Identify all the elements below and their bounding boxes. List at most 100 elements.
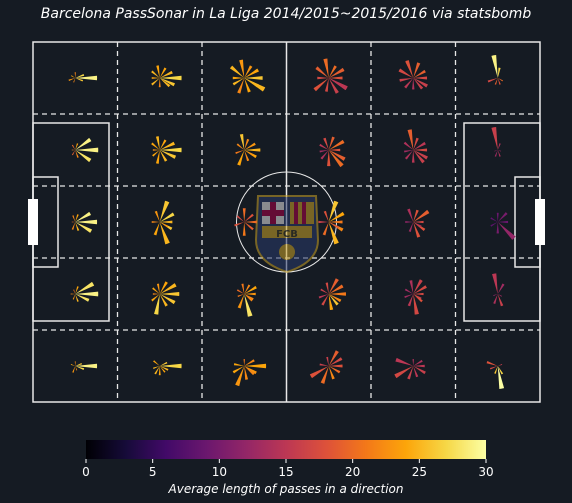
sonar-wedge <box>74 361 76 366</box>
sonar-wedge <box>315 66 329 78</box>
sonar-wedge <box>413 69 426 78</box>
sonar-wedge <box>154 210 160 222</box>
sonar-wedge <box>151 77 160 79</box>
sonar-wedge <box>72 215 76 222</box>
pass-sonar-c4-r1 <box>403 129 428 164</box>
sonar-wedge <box>497 78 501 85</box>
sonar-wedge <box>75 363 98 369</box>
sonar-wedge <box>234 222 245 227</box>
colorbar <box>86 440 486 459</box>
sonar-wedge <box>244 294 254 301</box>
sonar-wedge <box>153 366 160 370</box>
sonar-wedge <box>244 76 263 80</box>
sonar-wedge <box>413 294 423 303</box>
pass-sonar-c2-r0 <box>229 59 266 94</box>
sonar-wedge <box>413 285 427 294</box>
sonar-wedge <box>328 150 344 168</box>
sonar-wedge <box>236 215 245 222</box>
sonar-wedge <box>244 65 253 78</box>
sonar-wedge <box>487 78 498 83</box>
sonar-wedge <box>408 222 414 233</box>
sonar-wedge <box>232 366 245 374</box>
sonar-wedge <box>403 141 414 150</box>
left-goal <box>28 199 38 245</box>
sonar-wedge <box>158 78 161 88</box>
sonar-wedge <box>413 364 425 368</box>
sonar-wedge <box>243 359 245 366</box>
sonar-wedge <box>328 67 345 78</box>
sonar-wedge <box>75 214 79 222</box>
sonar-wedge <box>497 366 505 389</box>
sonar-wedge <box>75 291 99 297</box>
sonar-wedge <box>497 363 503 366</box>
pass-sonar-c5-r4 <box>486 360 505 389</box>
sonar-wedge <box>494 366 498 374</box>
sonar-wedge <box>153 222 160 236</box>
sonar-wedge <box>72 366 76 373</box>
sonar-wedge <box>71 149 76 151</box>
sonar-wedge <box>244 222 252 229</box>
sonar-wedge <box>328 294 342 303</box>
sonar-wedge <box>159 200 170 222</box>
sonar-wedge <box>494 150 498 152</box>
sonar-wedge <box>75 222 93 233</box>
sonar-wedge <box>496 222 499 234</box>
sonar-wedge <box>489 366 498 370</box>
sonar-wedge <box>235 150 245 155</box>
sonar-wedge <box>233 363 245 366</box>
sonar-wedge <box>71 75 76 78</box>
sonar-wedge <box>413 141 426 150</box>
sonar-wedge <box>159 67 167 78</box>
sonar-wedge <box>413 366 419 378</box>
sonar-wedge <box>151 78 160 86</box>
sonar-wedge <box>497 150 502 152</box>
sonar-wedge <box>404 150 414 160</box>
pass-sonar-c4-r3 <box>404 279 427 315</box>
sonar-wedge <box>497 150 501 157</box>
sonar-wedge <box>236 143 245 150</box>
sonar-wedge <box>241 283 245 294</box>
sonar-wedge <box>244 366 255 376</box>
sonar-wedge <box>409 280 414 294</box>
sonar-wedge <box>328 200 339 222</box>
sonar-wedge <box>328 222 339 245</box>
sonar-wedge <box>497 220 509 224</box>
colorbar-tick-label: 10 <box>212 465 227 479</box>
sonar-wedge <box>244 150 250 162</box>
sonar-wedge <box>497 222 516 240</box>
sonar-wedge <box>244 220 257 224</box>
sonar-wedge <box>244 366 249 380</box>
sonar-wedge <box>407 129 414 150</box>
sonars <box>68 55 516 389</box>
colorbar-label: Average length of passes in a direction <box>168 482 404 496</box>
sonar-wedge <box>328 76 343 80</box>
sonar-wedge <box>244 142 256 150</box>
sonar-wedge <box>236 289 245 294</box>
left-penalty-box <box>32 122 110 322</box>
sonar-wedge <box>70 293 76 295</box>
sonar-wedge <box>395 357 414 366</box>
sonar-wedge <box>486 360 498 366</box>
sonar-wedge <box>413 209 430 222</box>
sonar-wedge <box>151 70 160 78</box>
sonar-wedge <box>328 78 348 91</box>
club-crest <box>254 195 320 274</box>
colorbar-tick-label: 30 <box>478 465 493 479</box>
sonar-wedge <box>152 293 160 295</box>
sonar-wedge <box>496 212 499 222</box>
sonar-wedge <box>404 150 414 153</box>
sonar-wedge <box>159 141 175 150</box>
sonar-wedge <box>75 73 85 78</box>
sonar-wedge <box>328 294 334 311</box>
sonar-wedge <box>412 359 414 366</box>
sonar-wedge <box>244 294 253 302</box>
sonar-wedge <box>322 222 329 236</box>
sonar-wedge <box>328 150 346 161</box>
sonar-wedge <box>328 278 339 294</box>
sonar-wedge <box>323 210 329 222</box>
colorbar-ticks: 0 5 10 15 20 25 30 <box>82 459 494 479</box>
sonar-wedge <box>159 139 167 150</box>
sonar-wedge <box>159 294 168 307</box>
colorbar-tick-label: 15 <box>278 465 293 479</box>
sonar-wedge <box>325 282 329 294</box>
